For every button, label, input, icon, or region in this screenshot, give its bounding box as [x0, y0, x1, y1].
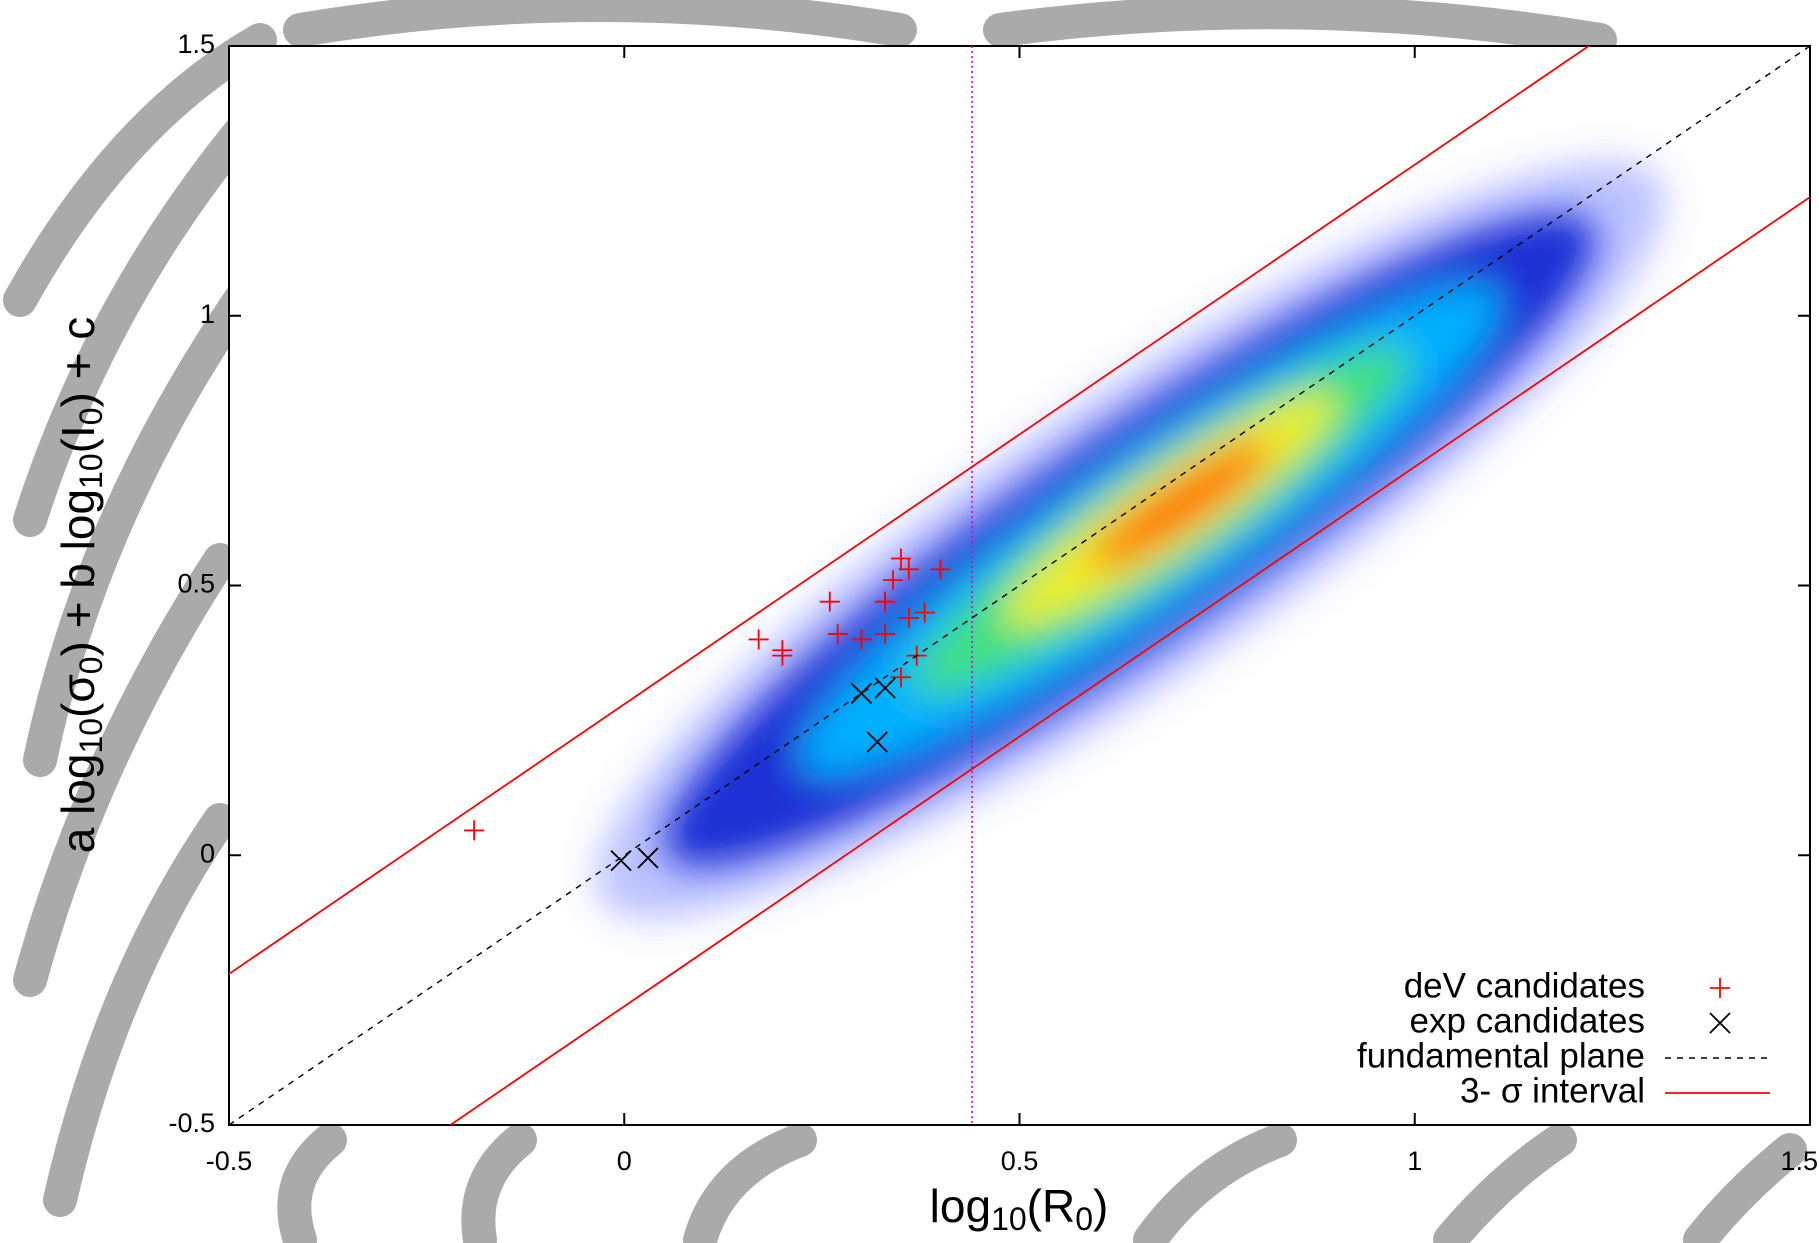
label-text: ) [1093, 1180, 1108, 1232]
y-tick-label: 1.5 [177, 29, 215, 59]
label-subscript: 10 [991, 1201, 1027, 1237]
point-marker [875, 624, 896, 645]
y-tick-label: -0.5 [168, 1108, 215, 1138]
point-marker [914, 602, 935, 623]
point-marker [772, 645, 793, 666]
y-tick-label: 0.5 [177, 569, 215, 599]
point-marker [827, 624, 848, 645]
legend-label: exp candidates [1410, 1001, 1645, 1040]
point-marker [850, 682, 873, 705]
x-tick-label: 1 [1407, 1146, 1422, 1176]
legend-label: fundamental plane [1357, 1036, 1645, 1075]
label-subscript: 0 [73, 407, 109, 425]
label-text: (σ [52, 674, 104, 718]
point-marker [898, 607, 919, 628]
x-tick-label: 1.5 [1780, 1146, 1818, 1176]
label-subscript: 0 [1075, 1201, 1093, 1237]
point-marker [748, 629, 769, 650]
fingerprint-background [3, 0, 1807, 1243]
legend-marker [1709, 1012, 1731, 1034]
y-tick-label: 0 [200, 838, 215, 868]
label-subscript: 0 [73, 656, 109, 674]
x-tick-label: 0 [617, 1146, 632, 1176]
point-marker [610, 850, 632, 872]
point-marker [637, 847, 659, 869]
point-marker [464, 820, 485, 841]
point-marker [930, 559, 951, 580]
label-text: log [930, 1180, 991, 1232]
label-text: ) + b log [52, 489, 104, 657]
point-marker [819, 591, 840, 612]
y-tick-label: 1 [200, 299, 215, 329]
point-marker [866, 731, 888, 753]
label-text: (R [1027, 1180, 1076, 1232]
label-subscript: 10 [73, 453, 109, 489]
label-subscript: 10 [73, 718, 109, 754]
label-text: a log [52, 754, 104, 854]
legend-label: 3- σ interval [1460, 1071, 1645, 1110]
legend-marker [1710, 978, 1730, 998]
x-tick-label: -0.5 [206, 1146, 253, 1176]
point-marker [875, 591, 896, 612]
point-marker [890, 548, 911, 569]
point-marker [898, 559, 919, 580]
density-cloud [595, 161, 1665, 919]
label-text: (I [52, 425, 104, 453]
legend-label: deV candidates [1404, 966, 1645, 1005]
point-marker [874, 677, 896, 699]
point-marker [883, 570, 904, 591]
x-tick-label: 0.5 [1001, 1146, 1039, 1176]
plot-marks [229, 46, 1810, 1125]
series-line [229, 46, 1810, 1125]
label-text: ) + c [52, 317, 104, 408]
point-marker [851, 629, 872, 650]
x-axis-label: log10(R0) [930, 1180, 1109, 1237]
point-marker [890, 667, 911, 688]
y-axis-label: a log10(σ0) + b log10(I0) + c [52, 317, 109, 854]
